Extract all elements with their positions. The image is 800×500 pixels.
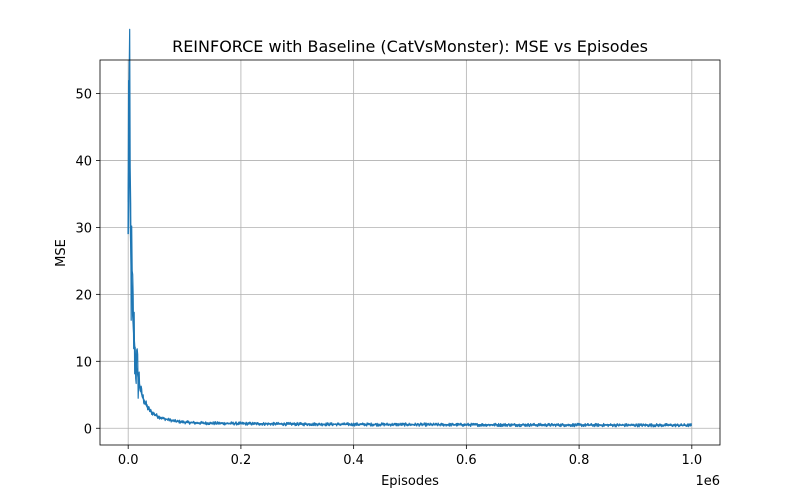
grid <box>100 60 720 445</box>
y-tick-label: 20 <box>75 288 92 303</box>
x-axis-offset-label: 1e6 <box>695 474 720 489</box>
x-axis-ticks: 0.0 0.2 0.4 0.6 0.8 1.0 <box>118 445 702 468</box>
y-tick-label: 0 <box>84 422 92 437</box>
x-axis-label: Episodes <box>381 474 439 489</box>
y-axis-label: MSE <box>54 239 69 267</box>
x-tick-label: 0.2 <box>231 453 252 468</box>
mse-series-noise <box>127 28 693 428</box>
y-tick-label: 40 <box>75 154 92 169</box>
x-tick-label: 0.6 <box>456 453 477 468</box>
series-layer <box>127 28 693 428</box>
x-tick-label: 0.4 <box>343 453 364 468</box>
x-tick-label: 1.0 <box>681 453 702 468</box>
x-tick-label: 0.8 <box>569 453 590 468</box>
plot-frame <box>99 59 721 446</box>
chart-title: REINFORCE with Baseline (CatVsMonster): … <box>172 37 648 56</box>
y-axis-ticks: 0 10 20 30 40 50 <box>75 87 100 437</box>
y-tick-label: 30 <box>75 221 92 236</box>
x-tick-label: 0.0 <box>118 453 139 468</box>
y-tick-label: 10 <box>75 355 92 370</box>
mse-series-line <box>127 80 692 426</box>
y-tick-label: 50 <box>75 87 92 102</box>
